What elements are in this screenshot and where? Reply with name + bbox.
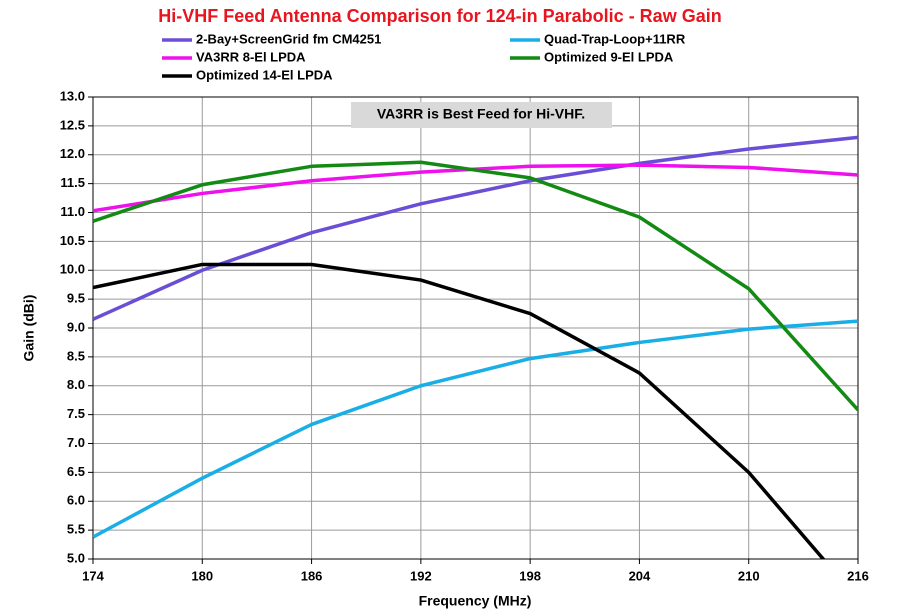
y-tick-label: 6.0 (67, 493, 85, 508)
x-tick-label: 192 (410, 568, 432, 583)
x-tick-label: 210 (738, 568, 760, 583)
plot-lines (93, 135, 858, 559)
y-tick-label: 13.0 (60, 88, 85, 103)
x-tick-label: 174 (82, 568, 104, 583)
y-tick-label: 10.0 (60, 262, 85, 277)
y-tick-label: 11.0 (60, 204, 85, 219)
annotation: VA3RR is Best Feed for Hi-VHF. (377, 106, 585, 122)
x-tick-label: 198 (519, 568, 541, 583)
x-axis-label: Frequency (MHz) (419, 593, 532, 609)
legend-label: Optimized 14-El LPDA (196, 67, 333, 82)
x-tick-label: 186 (301, 568, 323, 583)
y-tick-label: 8.5 (67, 348, 85, 363)
series-line (93, 135, 858, 321)
y-tick-label: 10.5 (60, 233, 85, 248)
annotation-box (351, 102, 612, 128)
chart-title: Hi-VHF Feed Antenna Comparison for 124-i… (158, 6, 721, 26)
y-tick-label: 12.0 (60, 146, 85, 161)
y-tick-label: 7.0 (67, 435, 85, 450)
y-tick-label: 8.0 (67, 377, 85, 392)
y-tick-label: 9.5 (67, 291, 85, 306)
series-line (93, 319, 858, 539)
x-tick-label: 180 (191, 568, 213, 583)
legend-label: Optimized 9-El LPDA (544, 49, 674, 64)
legend-label: 2-Bay+ScreenGrid fm CM4251 (196, 31, 381, 46)
y-tick-label: 11.5 (60, 175, 85, 190)
y-tick-label: 5.0 (67, 550, 85, 565)
y-tick-label: 9.0 (67, 319, 85, 334)
plot-border (92, 96, 859, 560)
y-axis-label: Gain (dBi) (21, 295, 37, 362)
y-tick-label: 12.5 (60, 117, 85, 132)
legend-label: Quad-Trap-Loop+11RR (544, 31, 686, 46)
y-tick-label: 6.5 (67, 464, 85, 479)
series-line (93, 163, 858, 213)
x-tick-label: 204 (629, 568, 651, 583)
legend-label: VA3RR 8-El LPDA (196, 49, 306, 64)
y-tick-label: 7.5 (67, 406, 85, 421)
y-tick-label: 5.5 (67, 522, 85, 537)
x-tick-label: 216 (847, 568, 869, 583)
series-line (93, 262, 826, 559)
series-line (93, 160, 858, 412)
